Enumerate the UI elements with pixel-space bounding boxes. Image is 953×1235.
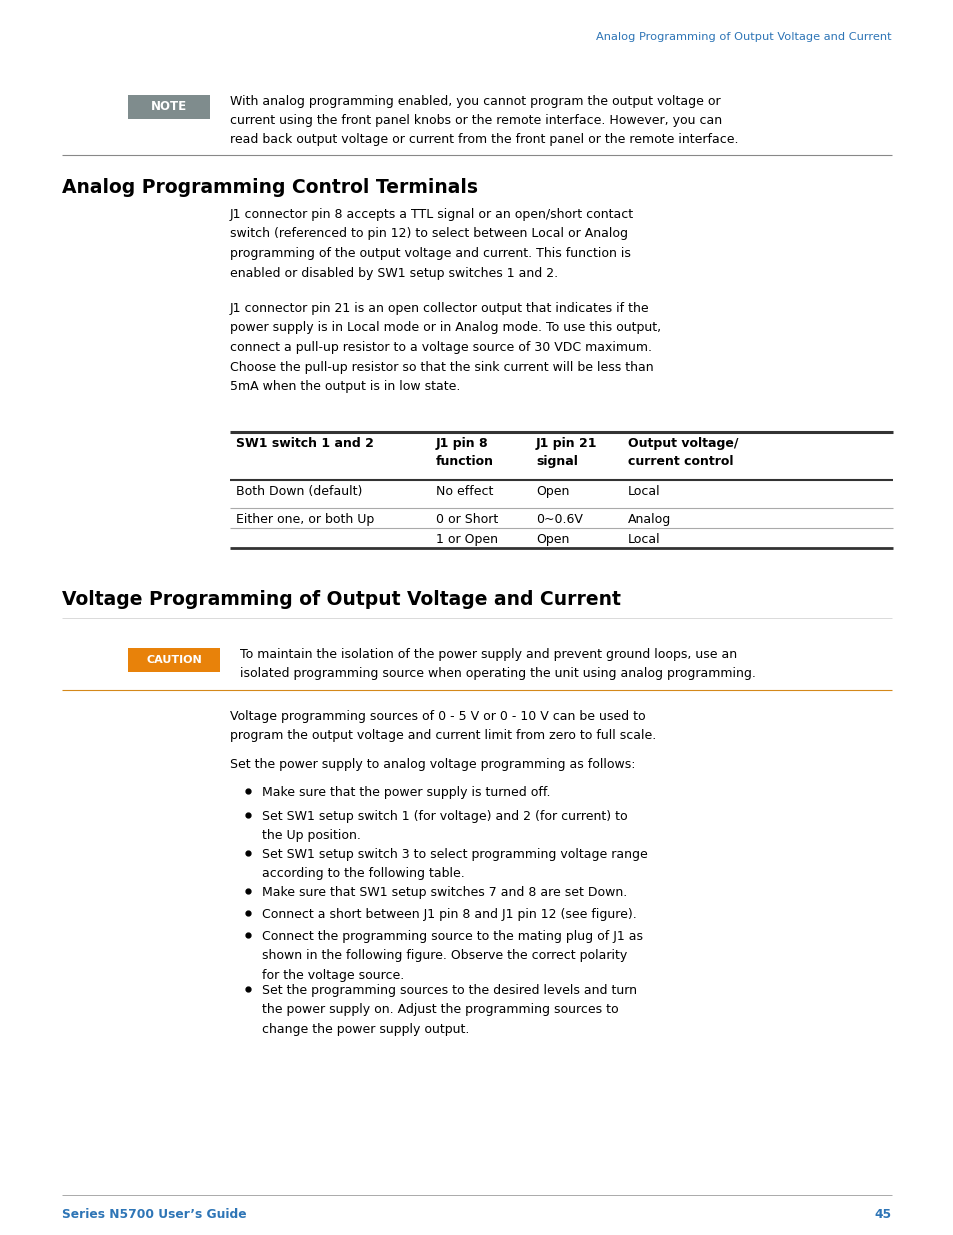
- Text: Make sure that SW1 setup switches 7 and 8 are set Down.: Make sure that SW1 setup switches 7 and …: [262, 885, 626, 899]
- Text: SW1 switch 1 and 2: SW1 switch 1 and 2: [235, 437, 374, 450]
- Text: Analog Programming Control Terminals: Analog Programming Control Terminals: [62, 178, 477, 198]
- Text: Open: Open: [536, 485, 569, 498]
- Text: Voltage programming sources of 0 - 5 V or 0 - 10 V can be used to
program the ou: Voltage programming sources of 0 - 5 V o…: [230, 710, 656, 742]
- Text: Local: Local: [627, 485, 659, 498]
- Text: Make sure that the power supply is turned off.: Make sure that the power supply is turne…: [262, 785, 550, 799]
- Text: Output voltage/
current control: Output voltage/ current control: [627, 437, 738, 468]
- Text: Connect a short between J1 pin 8 and J1 pin 12 (see figure).: Connect a short between J1 pin 8 and J1 …: [262, 908, 636, 921]
- Text: J1 pin 8
function: J1 pin 8 function: [436, 437, 494, 468]
- Text: CAUTION: CAUTION: [146, 655, 202, 664]
- FancyBboxPatch shape: [128, 648, 220, 672]
- Text: Series N5700 User’s Guide: Series N5700 User’s Guide: [62, 1208, 247, 1221]
- Text: Either one, or both Up: Either one, or both Up: [235, 513, 374, 526]
- Text: No effect: No effect: [436, 485, 493, 498]
- Text: Analog Programming of Output Voltage and Current: Analog Programming of Output Voltage and…: [596, 32, 891, 42]
- Text: Analog: Analog: [627, 513, 671, 526]
- Text: Open: Open: [536, 534, 569, 546]
- Text: Local: Local: [627, 534, 659, 546]
- Text: Set the programming sources to the desired levels and turn
the power supply on. : Set the programming sources to the desir…: [262, 984, 637, 1036]
- Text: Set SW1 setup switch 1 (for voltage) and 2 (for current) to
the Up position.: Set SW1 setup switch 1 (for voltage) and…: [262, 810, 627, 842]
- FancyBboxPatch shape: [128, 95, 210, 119]
- Text: J1 pin 21
signal: J1 pin 21 signal: [536, 437, 597, 468]
- Text: 1 or Open: 1 or Open: [436, 534, 497, 546]
- Text: Connect the programming source to the mating plug of J1 as
shown in the followin: Connect the programming source to the ma…: [262, 930, 642, 982]
- Text: 0~0.6V: 0~0.6V: [536, 513, 582, 526]
- Text: Set SW1 setup switch 3 to select programming voltage range
according to the foll: Set SW1 setup switch 3 to select program…: [262, 848, 647, 881]
- Text: 45: 45: [874, 1208, 891, 1221]
- Text: J1 connector pin 8 accepts a TTL signal or an open/short contact
switch (referen: J1 connector pin 8 accepts a TTL signal …: [230, 207, 634, 279]
- Text: Voltage Programming of Output Voltage and Current: Voltage Programming of Output Voltage an…: [62, 590, 620, 609]
- Text: With analog programming enabled, you cannot program the output voltage or
curren: With analog programming enabled, you can…: [230, 95, 738, 146]
- Text: J1 connector pin 21 is an open collector output that indicates if the
power supp: J1 connector pin 21 is an open collector…: [230, 303, 660, 393]
- Text: To maintain the isolation of the power supply and prevent ground loops, use an
i: To maintain the isolation of the power s…: [240, 648, 755, 680]
- Text: Set the power supply to analog voltage programming as follows:: Set the power supply to analog voltage p…: [230, 758, 635, 771]
- Text: 0 or Short: 0 or Short: [436, 513, 497, 526]
- Text: NOTE: NOTE: [151, 100, 187, 114]
- Text: Both Down (default): Both Down (default): [235, 485, 362, 498]
